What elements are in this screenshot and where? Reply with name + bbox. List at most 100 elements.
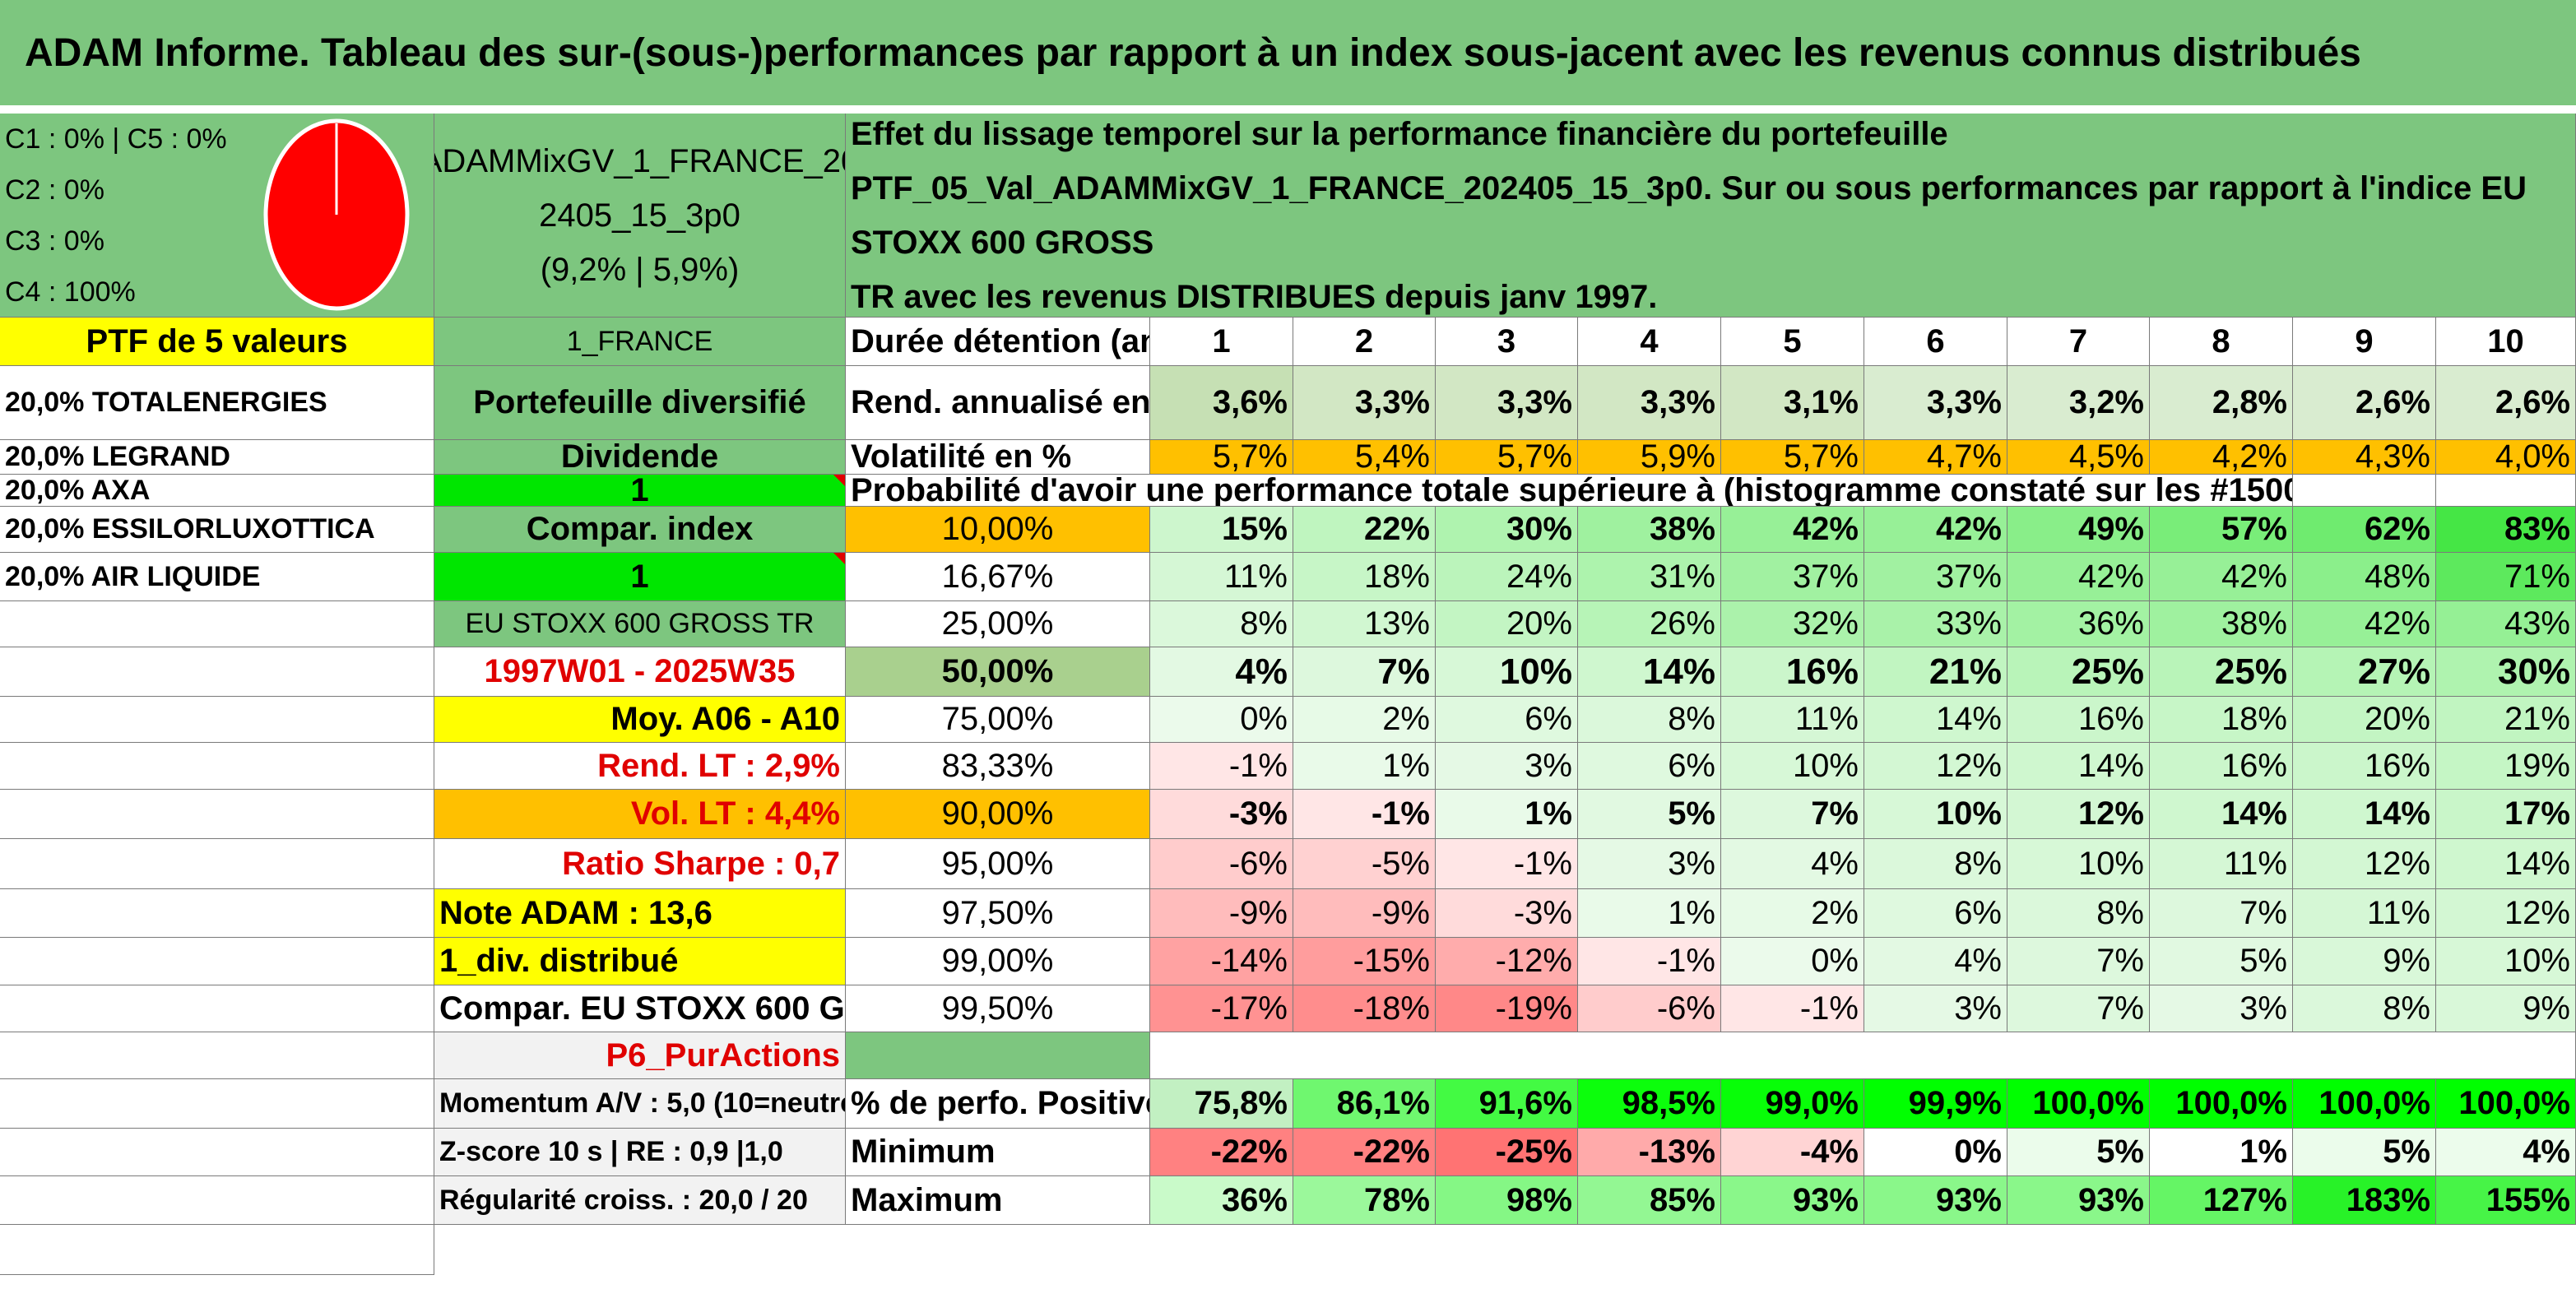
empty-cell (0, 743, 434, 790)
minimum-perf-value: 5% (2293, 1129, 2436, 1176)
year-header: 8 (2150, 318, 2293, 366)
ptf-header: PTF de 5 valeurs (0, 318, 434, 366)
allocation-pie-chart (263, 118, 410, 311)
class-line-3: C3 : 0% (5, 225, 104, 257)
quantile-value: 57% (2150, 507, 2293, 553)
maximum-perf-value: 183% (2293, 1176, 2436, 1225)
quantile-value: 18% (2150, 697, 2293, 743)
minimum-perf-value: -22% (1150, 1129, 1293, 1176)
maximum-perf-value: 93% (1864, 1176, 2007, 1225)
quantile-value: -1% (1293, 790, 1436, 839)
quantile-value: 11% (1721, 697, 1864, 743)
minimum-perf-value: -25% (1436, 1129, 1578, 1176)
minimum-perf-label: Minimum (846, 1129, 1150, 1176)
year-header: 7 (2007, 318, 2150, 366)
holding-row: 20,0% AIR LIQUIDE (0, 553, 434, 601)
quantile-value: -1% (1721, 985, 1864, 1032)
quantile-value: 62% (2293, 507, 2436, 553)
empty-cell (0, 697, 434, 743)
holding-row: 20,0% AXA (0, 475, 434, 507)
vol-value: 5,7% (1150, 440, 1293, 475)
quantile-value: -12% (1436, 938, 1578, 985)
empty-cell (0, 1079, 434, 1129)
fund-perf-summary: (9,2% | 5,9%) (540, 251, 740, 288)
quantile-value: 14% (2436, 839, 2576, 889)
quantile-value: 12% (1864, 743, 2007, 790)
year-header: 5 (1721, 318, 1864, 366)
quantile-value: 4% (1721, 839, 1864, 889)
year-header: 4 (1578, 318, 1721, 366)
quantile-value: 16% (2007, 697, 2150, 743)
year-header: 3 (1436, 318, 1578, 366)
quantile-value: 37% (1721, 553, 1864, 601)
quantile-value: 22% (1293, 507, 1436, 553)
empty-cell (0, 790, 434, 839)
fund-name-line-2: 2405_15_3p0 (539, 197, 740, 234)
quantile-value: 11% (1150, 553, 1293, 601)
year-header: 9 (2293, 318, 2436, 366)
quantile-value: 24% (1436, 553, 1578, 601)
quantile-value: 27% (2293, 647, 2436, 697)
quantile-value: -3% (1436, 889, 1578, 938)
quantile-value: 32% (1721, 601, 1864, 647)
rend-value: 3,3% (1436, 366, 1578, 440)
quantile-value: -9% (1150, 889, 1293, 938)
quantile-value: 0% (1150, 697, 1293, 743)
minimum-perf-value: 1% (2150, 1129, 2293, 1176)
vol-value: 5,7% (1721, 440, 1864, 475)
quantile-value: 3% (1436, 743, 1578, 790)
country-label: 1_FRANCE (434, 318, 846, 366)
holding-row: 20,0% TOTALENERGIES (0, 366, 434, 440)
rend-value: 3,3% (1293, 366, 1436, 440)
quantile-value: 5% (2150, 938, 2293, 985)
report-description: Effet du lissage temporel sur la perform… (846, 114, 2576, 318)
dividend-flag[interactable]: 1 (434, 475, 846, 507)
quantile-value: 13% (1293, 601, 1436, 647)
minimum-perf-value: 5% (2007, 1129, 2150, 1176)
maximum-perf-value: 85% (1578, 1176, 1721, 1225)
quantile-value: -6% (1578, 985, 1721, 1032)
quantile-value: 7% (1293, 647, 1436, 697)
minimum-perf-value: -22% (1293, 1129, 1436, 1176)
quantile-label: 16,67% (846, 553, 1150, 601)
rend-label: Rend. annualisé en % (846, 366, 1150, 440)
quantile-value: 42% (2150, 553, 2293, 601)
minimum-perf-value: -4% (1721, 1129, 1864, 1176)
empty-cell (0, 647, 434, 697)
positive-perf-label: % de perfo. Positives (846, 1079, 1150, 1129)
quantile-value: 9% (2293, 938, 2436, 985)
quantile-value: 30% (1436, 507, 1578, 553)
quantile-value: 1% (1436, 790, 1578, 839)
holding-row: 20,0% LEGRAND (0, 440, 434, 475)
quantile-value: -1% (1150, 743, 1293, 790)
long-term-volatility: Vol. LT : 4,4% (434, 790, 846, 839)
rend-value: 2,6% (2293, 366, 2436, 440)
empty-cell (0, 601, 434, 647)
quantile-value: 14% (1578, 647, 1721, 697)
quantile-label: 10,00% (846, 507, 1150, 553)
quantile-value: -6% (1150, 839, 1293, 889)
comment-marker-icon (833, 475, 845, 486)
vol-value: 5,4% (1293, 440, 1436, 475)
vol-value: 4,5% (2007, 440, 2150, 475)
empty-cell (0, 889, 434, 938)
quantile-value: 7% (2007, 938, 2150, 985)
vol-label: Volatilité en % (846, 440, 1150, 475)
compar-index-flag[interactable]: 1 (434, 553, 846, 601)
report-title: ADAM Informe. Tableau des sur-(sous-)per… (0, 0, 2576, 105)
quantile-value: 7% (2007, 985, 2150, 1032)
vol-value: 4,2% (2150, 440, 2293, 475)
vol-value: 4,3% (2293, 440, 2436, 475)
quantile-value: 3% (1864, 985, 2007, 1032)
maximum-perf-value: 36% (1150, 1176, 1293, 1225)
quantile-value: 38% (2150, 601, 2293, 647)
growth-regularity: Régularité croiss. : 20,0 / 20 (434, 1176, 846, 1225)
quantile-value: 8% (2007, 889, 2150, 938)
description-line-1: Effet du lissage temporel sur la perform… (851, 115, 1948, 152)
long-term-return: Rend. LT : 2,9% (434, 743, 846, 790)
maximum-perf-value: 93% (2007, 1176, 2150, 1225)
quantile-value: 1% (1578, 889, 1721, 938)
quantile-value: 17% (2436, 790, 2576, 839)
quantile-value: 20% (2293, 697, 2436, 743)
quantile-value: 3% (2150, 985, 2293, 1032)
